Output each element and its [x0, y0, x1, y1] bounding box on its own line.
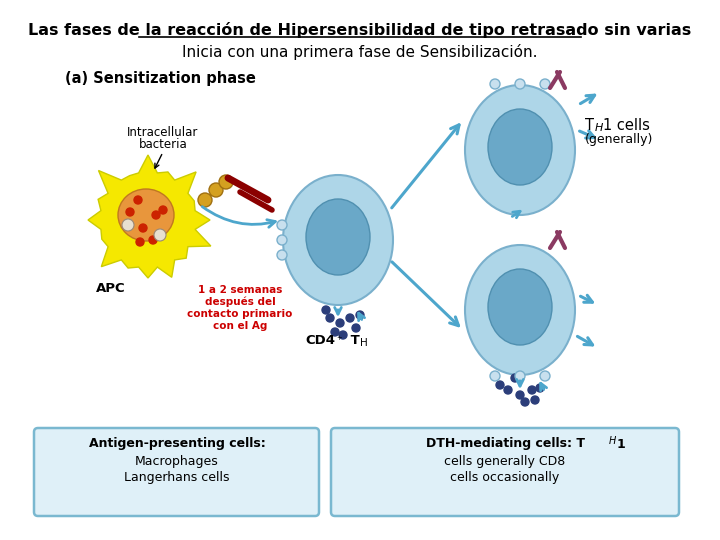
Circle shape: [219, 175, 233, 189]
Ellipse shape: [283, 175, 393, 305]
Text: Macrophages: Macrophages: [135, 455, 219, 468]
Text: H: H: [609, 436, 616, 446]
Circle shape: [528, 386, 536, 394]
Ellipse shape: [488, 109, 552, 185]
FancyBboxPatch shape: [34, 428, 319, 516]
Ellipse shape: [465, 85, 575, 215]
Circle shape: [515, 79, 525, 89]
Circle shape: [531, 396, 539, 404]
Circle shape: [339, 331, 347, 339]
Text: H: H: [360, 338, 368, 348]
Circle shape: [154, 229, 166, 241]
Text: cells generally CD8: cells generally CD8: [444, 455, 566, 468]
Ellipse shape: [306, 199, 370, 275]
Circle shape: [122, 219, 134, 231]
Circle shape: [336, 319, 344, 327]
Text: con el Ag: con el Ag: [213, 321, 267, 331]
Text: 1 cells: 1 cells: [603, 118, 650, 132]
Text: Antigen-presenting cells:: Antigen-presenting cells:: [89, 437, 266, 450]
Circle shape: [516, 391, 524, 399]
Text: Langerhans cells: Langerhans cells: [125, 471, 230, 484]
Circle shape: [490, 371, 500, 381]
Text: 1 a 2 semanas: 1 a 2 semanas: [198, 285, 282, 295]
Circle shape: [136, 238, 144, 246]
Polygon shape: [88, 155, 211, 278]
Text: (generally): (generally): [585, 133, 653, 146]
Circle shape: [331, 328, 339, 336]
Circle shape: [356, 311, 364, 319]
Circle shape: [540, 371, 550, 381]
Text: Las fases de la reacción de Hipersensibilidad de tipo retrasado sin varias: Las fases de la reacción de Hipersensibi…: [28, 22, 692, 38]
Text: APC: APC: [96, 281, 125, 294]
Text: CD4: CD4: [305, 334, 335, 347]
Circle shape: [198, 193, 212, 207]
Circle shape: [322, 306, 330, 314]
Text: H: H: [595, 123, 603, 133]
Circle shape: [511, 374, 519, 382]
Text: T: T: [585, 118, 594, 132]
Circle shape: [326, 314, 334, 322]
Circle shape: [209, 183, 223, 197]
Circle shape: [126, 208, 134, 216]
Text: después del: después del: [204, 297, 275, 307]
Text: 1: 1: [617, 437, 626, 450]
Text: $^+$: $^+$: [335, 335, 343, 345]
FancyBboxPatch shape: [331, 428, 679, 516]
Circle shape: [277, 220, 287, 230]
Circle shape: [159, 206, 167, 214]
Circle shape: [346, 314, 354, 322]
Ellipse shape: [118, 189, 174, 241]
Circle shape: [490, 79, 500, 89]
Circle shape: [515, 371, 525, 381]
Text: DTH-mediating cells: T: DTH-mediating cells: T: [426, 437, 585, 450]
Circle shape: [152, 211, 160, 219]
Text: Inicia con una primera fase de Sensibilización.: Inicia con una primera fase de Sensibili…: [182, 44, 538, 60]
Circle shape: [134, 196, 142, 204]
Circle shape: [540, 79, 550, 89]
Circle shape: [277, 235, 287, 245]
Text: Intracellular: Intracellular: [127, 125, 199, 138]
Ellipse shape: [465, 245, 575, 375]
Text: (a) Sensitization phase: (a) Sensitization phase: [65, 71, 256, 85]
Circle shape: [536, 384, 544, 392]
Circle shape: [504, 386, 512, 394]
Text: cells occasionally: cells occasionally: [451, 471, 559, 484]
Circle shape: [139, 224, 147, 232]
Circle shape: [149, 236, 157, 244]
Circle shape: [496, 381, 504, 389]
Text: contacto primario: contacto primario: [187, 309, 293, 319]
Circle shape: [352, 324, 360, 332]
Text: bacteria: bacteria: [139, 138, 187, 152]
Text: T: T: [346, 334, 360, 347]
Circle shape: [277, 250, 287, 260]
Circle shape: [521, 398, 529, 406]
Ellipse shape: [488, 269, 552, 345]
